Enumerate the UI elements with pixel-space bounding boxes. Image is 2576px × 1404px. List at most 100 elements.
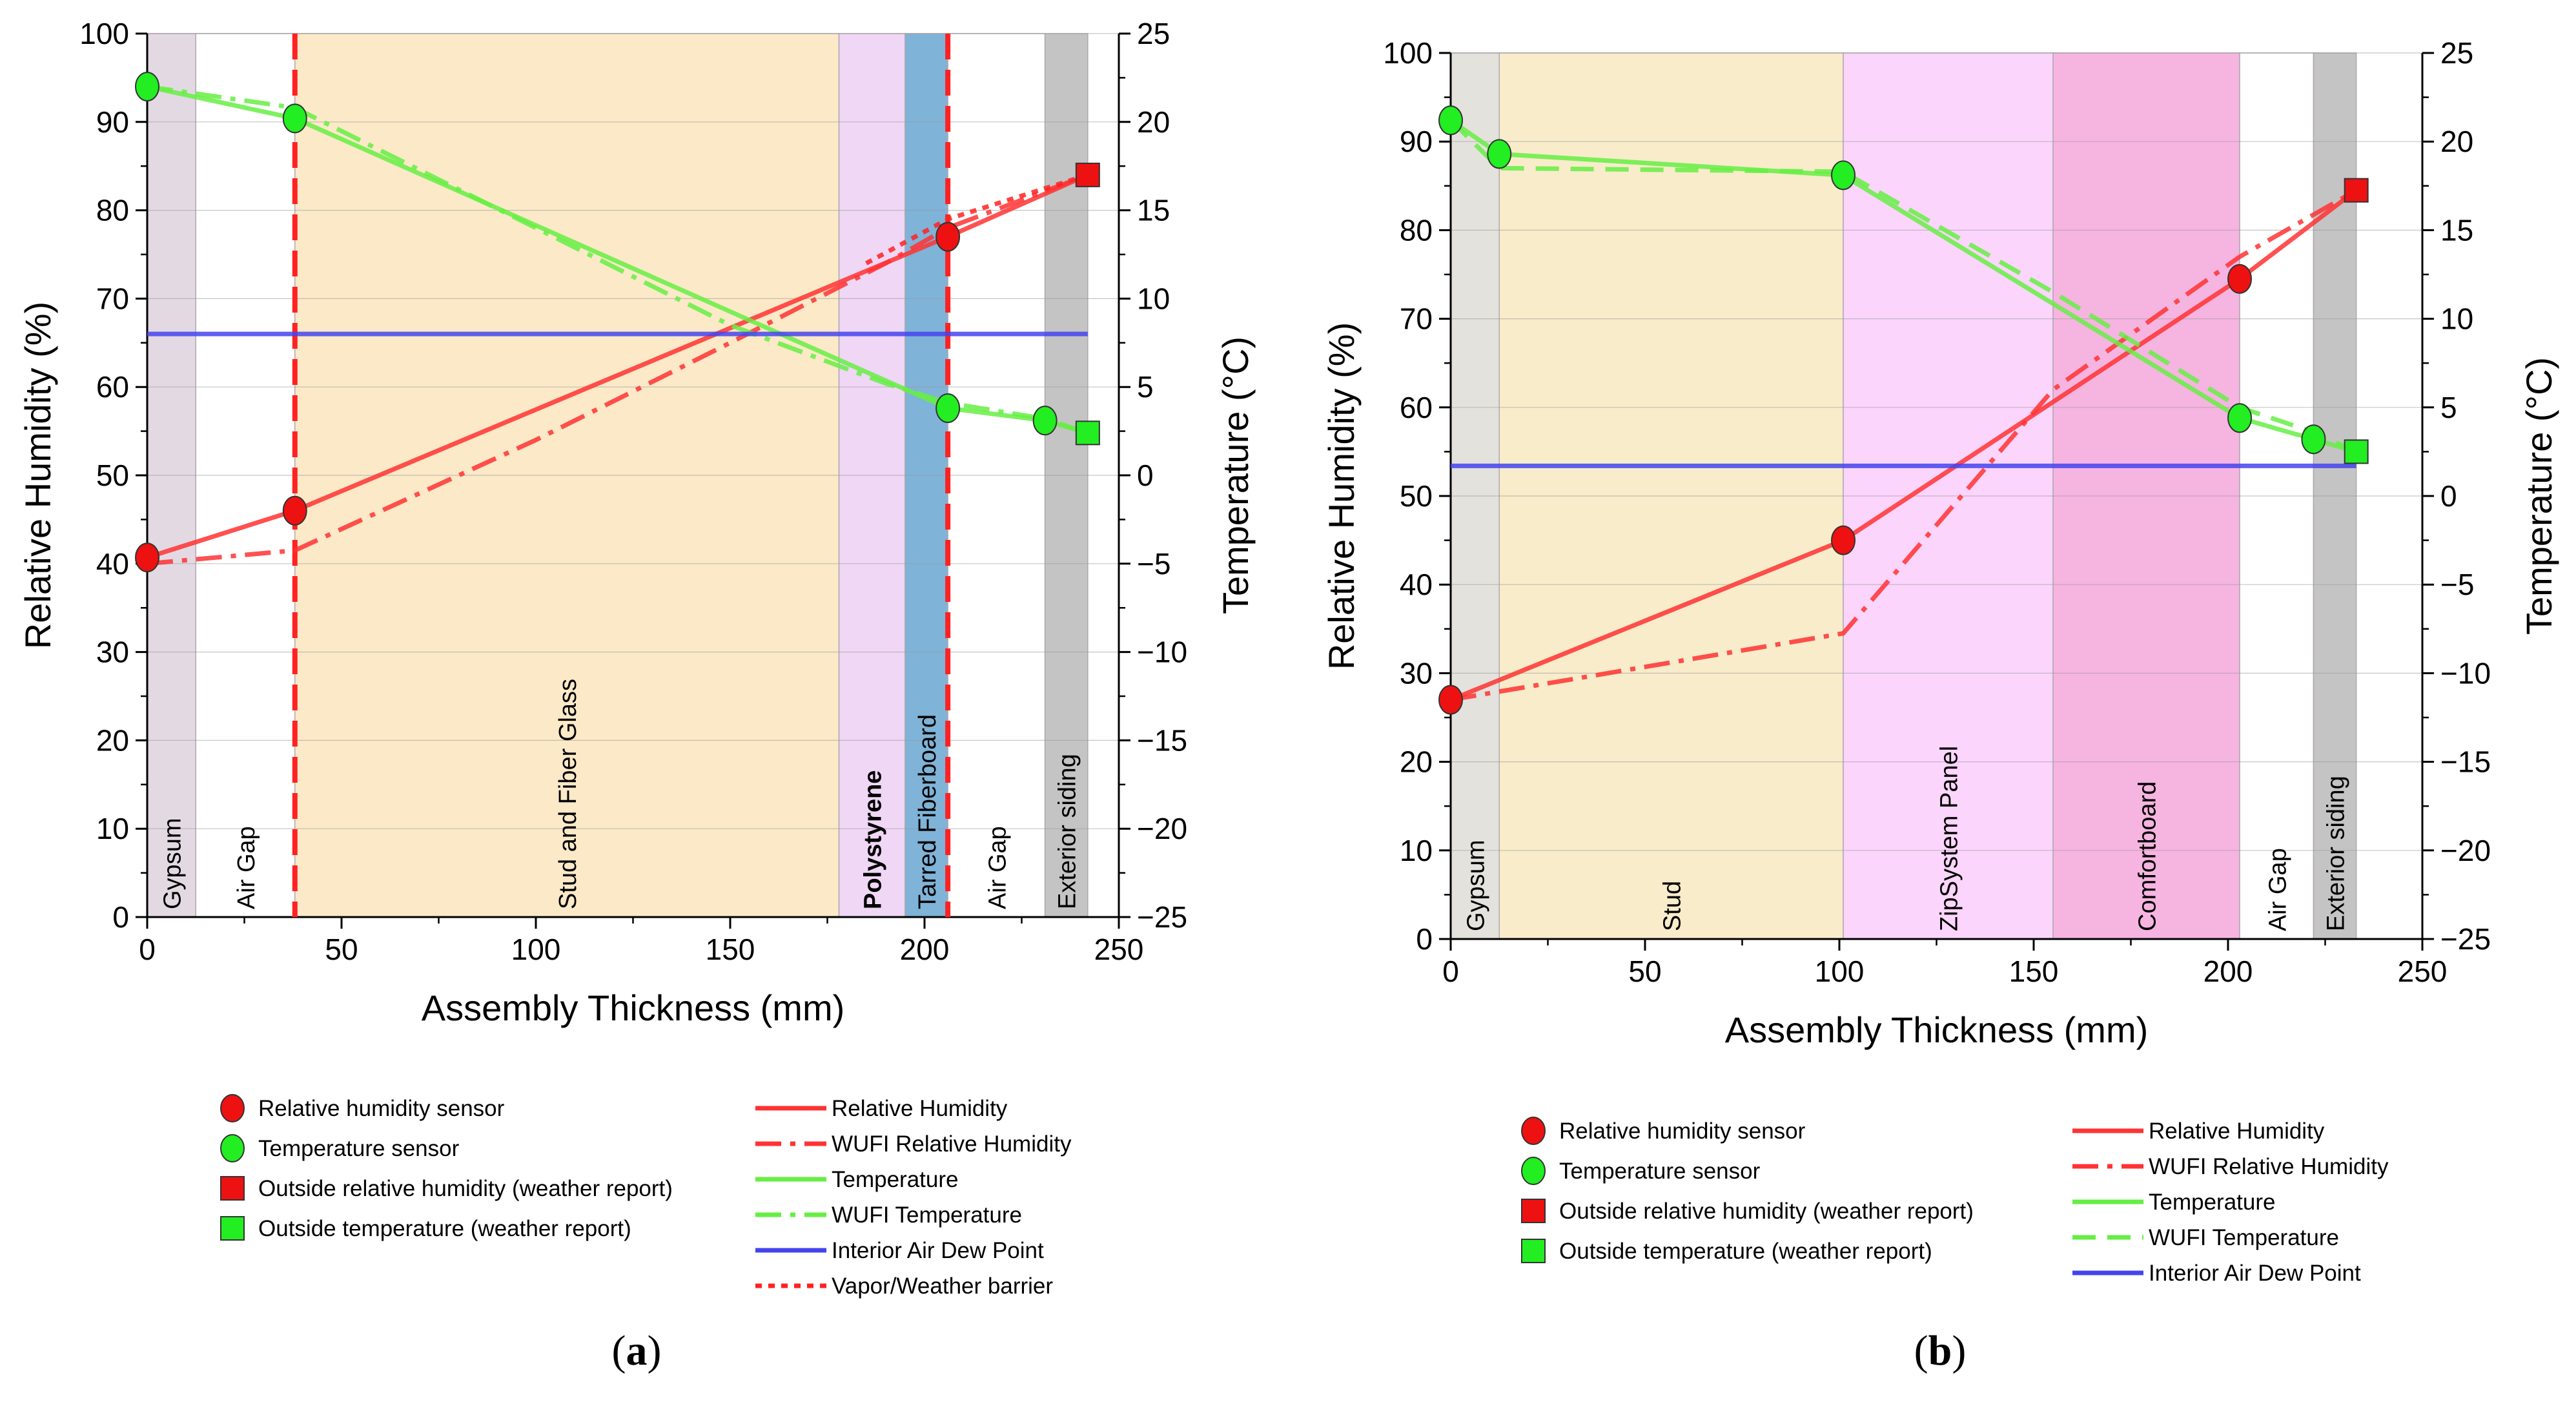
legend-label: WUFI Relative Humidity: [832, 1131, 1072, 1157]
legend-label: Relative Humidity: [832, 1096, 1008, 1121]
y-axis-label: Relative Humidity (%): [1321, 322, 1362, 670]
x-tick-label: 200: [900, 933, 950, 966]
y-tick-label: 20: [1400, 745, 1433, 779]
legend-marker: [220, 1094, 245, 1122]
legend-label: WUFI Temperature: [2149, 1225, 2339, 1250]
marker-point: [1032, 406, 1058, 436]
marker-point: [1831, 525, 1856, 555]
y-tick-label: 80: [1400, 213, 1433, 247]
layer-label: ZipSystem Panel: [1936, 746, 1963, 931]
y2-tick-label: −15: [2440, 745, 2491, 779]
series-line-wufi-temperature: [147, 84, 1089, 435]
y2-tick-label: 5: [2440, 391, 2457, 424]
series-line-wufi-relative-humidity: [1450, 188, 2358, 703]
y2-tick-label: 0: [1137, 459, 1154, 492]
legend-marker: [220, 1134, 245, 1162]
y-tick-label: 100: [1383, 36, 1433, 70]
marker-point: [282, 495, 307, 526]
legend-label: Outside temperature (weather report): [1559, 1239, 1932, 1264]
marker-point: [935, 222, 961, 252]
x-tick-label: 250: [2398, 955, 2448, 988]
legend-label: Temperature: [2149, 1190, 2275, 1215]
y-tick-label: 40: [1400, 568, 1433, 601]
marker-point: [1075, 420, 1100, 446]
y2-tick-label: 20: [1137, 105, 1170, 139]
panel-caption: (a): [612, 1327, 662, 1374]
legend-marker: [220, 1216, 245, 1241]
y-tick-label: 60: [96, 370, 129, 404]
x-tick-label: 150: [706, 933, 755, 966]
x-tick-label: 50: [325, 933, 358, 966]
layer-label: Gypsum: [159, 818, 187, 909]
y-tick-label: 50: [96, 459, 129, 492]
layer-label: Stud and Fiber Glass: [555, 679, 582, 909]
y-tick-label: 10: [96, 812, 129, 845]
y-tick-label: 80: [96, 194, 129, 227]
marker-point: [135, 72, 159, 102]
marker-point: [282, 103, 307, 134]
y2-tick-label: −10: [2440, 656, 2491, 690]
y2-tick-label: −5: [2440, 568, 2474, 601]
legend-label: Outside temperature (weather report): [258, 1216, 631, 1241]
x-tick-label: 100: [511, 933, 561, 966]
legend-label: Temperature sensor: [1559, 1159, 1761, 1184]
marker-point: [2227, 403, 2253, 433]
y2-axis-label: Temperature (°C): [2519, 357, 2559, 635]
x-tick-label: 200: [2203, 955, 2253, 988]
marker-point: [1075, 162, 1100, 187]
y-tick-label: 50: [1400, 479, 1433, 513]
marker-point: [2344, 178, 2369, 203]
y2-axis-label: Temperature (°C): [1215, 336, 1256, 614]
marker-point: [1831, 160, 1856, 191]
y2-tick-label: −15: [1137, 723, 1187, 757]
legend-label: Interior Air Dew Point: [2149, 1261, 2361, 1286]
x-axis-label: Assembly Thickness (mm): [422, 987, 845, 1028]
chart-panel-b: Gypsum Stud ZipSystem Panel Comfortboard Air…: [1321, 36, 2559, 1374]
y-tick-label: 90: [1400, 125, 1433, 158]
panel-caption: (b): [1914, 1327, 1967, 1374]
legend-label: Temperature: [832, 1167, 958, 1192]
layer-label: Exterior siding: [2323, 776, 2350, 931]
x-tick-label: 150: [2009, 955, 2059, 988]
series-line-vapor-weather-barrier: [865, 172, 1089, 265]
marker-point: [1487, 139, 1512, 169]
y-tick-label: 70: [1400, 302, 1433, 336]
legend-marker: [1521, 1199, 1546, 1223]
layer-label: Exterior siding: [1054, 754, 1081, 909]
x-tick-label: 250: [1094, 933, 1144, 966]
y-axis-label: Relative Humidity (%): [17, 302, 58, 649]
legend-label: Vapor/Weather barrier: [832, 1274, 1053, 1299]
y2-tick-label: 10: [1137, 282, 1170, 315]
layer-label: Comfortboard: [2134, 781, 2162, 931]
y2-tick-label: −20: [1137, 812, 1187, 845]
legend-marker: [220, 1176, 245, 1201]
y2-tick-label: 25: [1137, 17, 1170, 50]
chart-panel-a: Gypsum Air Gap Stud and Fiber Glass Polysty…: [17, 17, 1256, 1374]
y2-tick-label: 0: [2440, 479, 2457, 513]
y2-tick-label: 5: [1137, 370, 1154, 404]
layer-label: Gypsum: [1463, 840, 1490, 931]
x-tick-label: 100: [1815, 955, 1865, 988]
x-tick-label: 0: [1442, 955, 1459, 988]
y2-tick-label: 15: [2440, 213, 2473, 247]
layer-label: Polystyrene: [860, 770, 887, 909]
y2-tick-label: 20: [2440, 125, 2473, 158]
marker-point: [1438, 685, 1463, 715]
y-tick-label: 30: [96, 635, 129, 669]
legend-marker: [1521, 1117, 1546, 1145]
y2-tick-label: −20: [2440, 834, 2491, 867]
y2-tick-label: −10: [1137, 635, 1187, 669]
series-line-relative-humidity: [146, 172, 1089, 560]
x-axis-label: Assembly Thickness (mm): [1725, 1009, 2149, 1050]
y2-tick-label: −5: [1137, 547, 1170, 581]
y-tick-label: 0: [1416, 922, 1433, 956]
x-tick-label: 50: [1628, 955, 1661, 988]
y2-tick-label: −25: [2440, 922, 2491, 956]
legend-label: Outside relative humidity (weather repor…: [1559, 1199, 1974, 1224]
y-tick-label: 100: [79, 17, 129, 50]
series-line-relative-humidity: [1449, 188, 2358, 702]
y-tick-label: 70: [96, 282, 129, 315]
legend-label: WUFI Temperature: [832, 1203, 1022, 1228]
y2-tick-label: 25: [2440, 36, 2473, 70]
